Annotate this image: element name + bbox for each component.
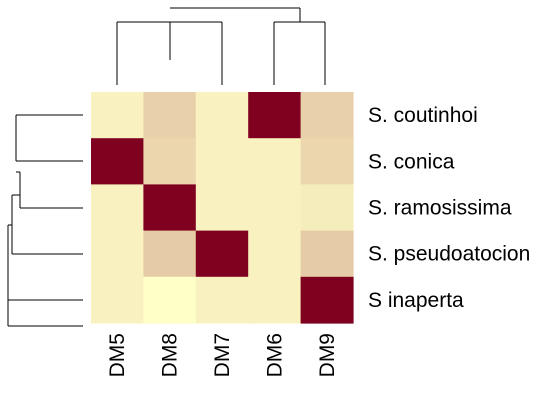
heatmap-cell-4-4 — [300, 276, 354, 324]
heatmap-cell-0-3 — [248, 92, 302, 139]
heatmap-cell-2-0 — [91, 184, 144, 232]
column-label: DM5 — [106, 333, 129, 377]
heatmap-cell-1-3 — [248, 138, 302, 185]
heatmap-cell-1-2 — [195, 138, 249, 185]
row-labels: S. coutinhoi S. conica S. ramosissima S. ps… — [368, 104, 530, 312]
heatmap-cell-1-1 — [143, 138, 197, 185]
column-label: DM9 — [316, 333, 339, 377]
heatmap-cell-3-1 — [143, 230, 197, 278]
heatmap-cell-0-0 — [91, 92, 144, 139]
heatmap-cell-4-1 — [143, 276, 197, 324]
heatmap-cell-0-2 — [195, 92, 249, 139]
heatmap-cell-3-2 — [195, 230, 249, 278]
heatmap-cell-4-2 — [195, 276, 249, 324]
row-label: S. ramosissima — [368, 197, 512, 220]
heatmap-cell-4-3 — [248, 276, 302, 324]
row-label: S. pseudoatocion — [368, 243, 530, 266]
column-label: DM6 — [263, 333, 286, 377]
heatmap-cell-2-3 — [248, 184, 302, 232]
row-dendrogram — [7, 114, 83, 327]
heatmap-cell-2-4 — [300, 184, 354, 232]
heatmap-cells — [91, 92, 354, 324]
heatmap-cell-3-3 — [248, 230, 302, 278]
heatmap-cell-1-0 — [91, 138, 144, 185]
row-label: S. coutinhoi — [368, 104, 478, 127]
heatmap-cell-2-2 — [195, 184, 249, 232]
row-label: S. conica — [368, 150, 455, 173]
heatmap-cell-0-4 — [300, 92, 354, 139]
column-labels: DM5 DM8 DM7 DM6 DM9 — [106, 333, 339, 377]
heatmap-cell-3-4 — [300, 230, 354, 278]
column-label: DM7 — [211, 333, 234, 377]
column-dendrogram — [116, 7, 326, 85]
heatmap-cell-3-0 — [91, 230, 144, 278]
heatmap-cell-0-1 — [143, 92, 197, 139]
heatmap-cell-2-1 — [143, 184, 197, 232]
heatmap-cell-1-4 — [300, 138, 354, 185]
heatmap-cell-4-0 — [91, 276, 144, 324]
row-label: S inaperta — [368, 289, 464, 312]
column-label: DM8 — [159, 333, 182, 377]
